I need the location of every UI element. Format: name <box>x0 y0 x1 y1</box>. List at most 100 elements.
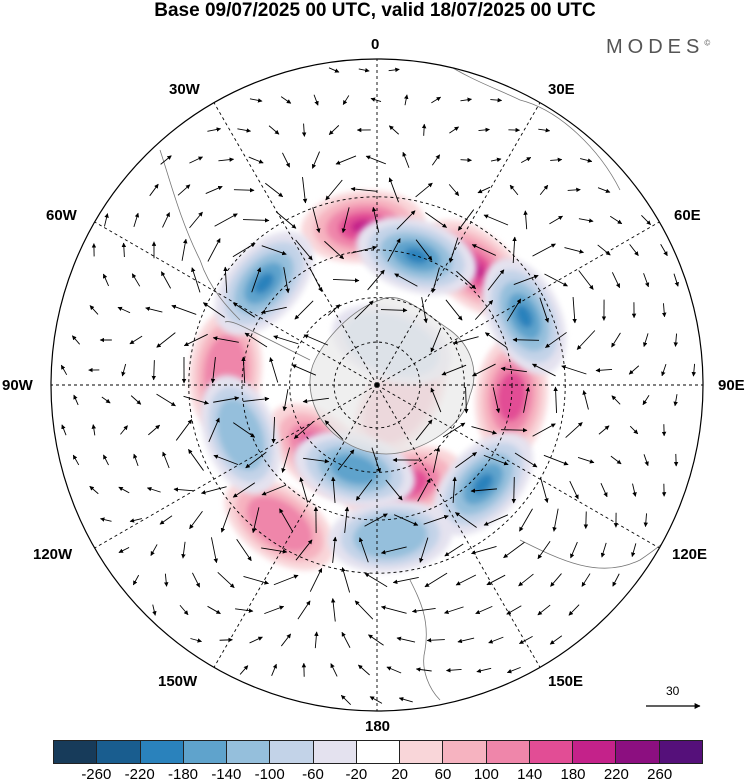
wind-vector <box>537 604 551 616</box>
lon-label-30e: 30E <box>548 81 575 98</box>
wind-vector <box>561 365 587 375</box>
wind-vector <box>71 335 81 345</box>
wind-vector <box>311 151 320 169</box>
lon-label-0: 0 <box>371 36 380 53</box>
coastlines <box>159 59 701 701</box>
wind-vector <box>537 541 551 560</box>
wind-vector <box>471 426 497 435</box>
meridian-line <box>376 384 541 668</box>
wind-vector <box>550 573 562 587</box>
wind-vector <box>411 608 436 614</box>
wind-vector <box>523 386 530 413</box>
anomaly-contour <box>515 304 533 328</box>
wind-vector <box>570 541 578 559</box>
anomaly-contour <box>330 454 379 485</box>
wind-vector <box>273 335 299 345</box>
colorbar-tick-label: -20 <box>345 766 368 783</box>
colorbar-bin <box>573 741 617 763</box>
wind-vector <box>233 187 255 193</box>
wind-vector <box>212 336 239 343</box>
wind-vector <box>460 97 472 103</box>
wind-vector <box>241 356 246 384</box>
wind-vector <box>445 299 463 321</box>
wind-vector <box>475 605 493 615</box>
wind-vector <box>213 396 240 403</box>
wind-vector <box>483 454 509 466</box>
wind-vector <box>208 417 220 443</box>
wind-vector <box>102 273 109 287</box>
wind-vector <box>609 215 623 225</box>
wind-vector <box>324 240 344 260</box>
wind-vector <box>452 336 479 345</box>
wind-vector <box>455 574 477 586</box>
wind-vector <box>643 333 649 348</box>
wind-vector <box>118 547 130 553</box>
wind-vector <box>610 455 622 465</box>
wind-vector <box>330 663 338 677</box>
wind-vector <box>152 604 157 616</box>
wind-vector <box>628 365 640 375</box>
wind-vector <box>149 183 159 197</box>
wind-vector <box>380 546 407 555</box>
wind-vector <box>371 206 380 233</box>
wind-vector <box>600 542 607 558</box>
colorbar <box>53 740 703 764</box>
wind-vector <box>235 608 254 613</box>
wind-vector <box>387 238 401 262</box>
wind-vector <box>456 270 476 290</box>
wind-vector <box>380 605 407 614</box>
wind-vector <box>251 507 260 534</box>
meridian-line <box>213 384 378 668</box>
wind-vector <box>629 244 639 257</box>
wind-vector <box>183 395 209 405</box>
wind-vector <box>544 273 568 287</box>
wind-vector <box>207 127 222 132</box>
wind-vector <box>572 297 577 324</box>
wind-vector <box>244 332 268 348</box>
wind-vector <box>354 600 374 620</box>
wind-vector <box>532 423 556 437</box>
wind-vector <box>455 512 477 528</box>
wind-vector <box>520 157 532 163</box>
wind-vector <box>540 477 549 503</box>
wind-vector <box>444 606 464 615</box>
anomaly-contour <box>353 514 428 559</box>
wind-vector <box>474 300 494 320</box>
wind-vector <box>330 598 336 622</box>
wind-vector <box>351 245 378 254</box>
wind-vector <box>303 334 329 346</box>
polar-map <box>50 58 704 712</box>
wind-vector <box>629 425 639 435</box>
wind-vector <box>342 95 350 105</box>
wind-vector <box>552 508 559 532</box>
wind-vector <box>131 273 141 287</box>
wind-vector <box>452 476 457 503</box>
wind-vector <box>219 637 233 643</box>
wind-vector <box>673 394 678 407</box>
negative-anomaly <box>356 216 477 295</box>
wind-vector <box>148 424 161 436</box>
wind-vector <box>341 567 351 593</box>
negative-anomaly <box>200 375 281 495</box>
colorbar-tick-label: -180 <box>167 766 199 783</box>
wind-vector <box>415 182 433 198</box>
wind-vector <box>394 273 418 287</box>
colorbar-bin <box>400 741 444 763</box>
wind-vector <box>175 419 193 441</box>
anomaly-contour <box>497 372 527 422</box>
wind-vector <box>273 574 299 586</box>
wind-vector <box>100 517 112 522</box>
wind-vector <box>248 156 264 164</box>
wind-vector <box>539 297 549 323</box>
colorbar-tick-label: -60 <box>302 766 324 783</box>
wind-vector <box>245 451 267 469</box>
wind-vector <box>431 96 442 104</box>
wind-vector <box>275 211 297 229</box>
wind-vector <box>183 333 208 347</box>
wind-vector <box>367 269 385 291</box>
wind-vector <box>565 422 583 438</box>
wind-vector <box>340 694 352 706</box>
wind-vector <box>643 513 649 528</box>
lon-label-60e: 60E <box>674 207 701 224</box>
wind-vector <box>432 446 441 473</box>
